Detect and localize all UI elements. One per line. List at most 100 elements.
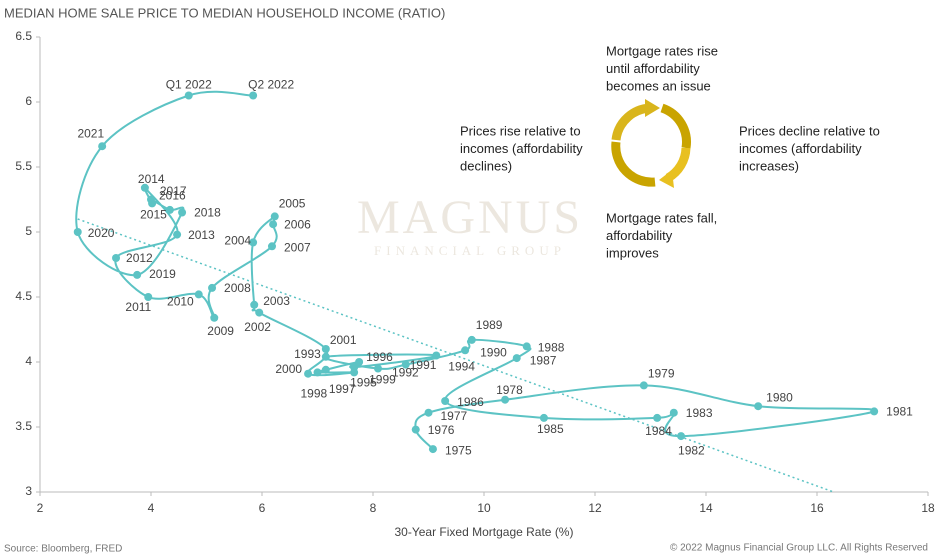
point-label: 2007 <box>284 240 311 254</box>
x-tick-label: 6 <box>259 501 266 515</box>
chart-title: MEDIAN HOME SALE PRICE TO MEDIAN HOUSEHO… <box>4 5 445 20</box>
y-tick-label: 6.5 <box>15 29 32 43</box>
data-point <box>210 313 219 322</box>
point-label: 1989 <box>476 318 503 332</box>
data-point <box>669 408 678 417</box>
data-point <box>432 351 441 360</box>
cycle-icon <box>611 99 691 188</box>
point-label: 1996 <box>366 350 393 364</box>
x-tick-label: 10 <box>477 501 491 515</box>
point-label: 2019 <box>149 267 176 281</box>
data-point <box>249 91 258 100</box>
data-point <box>165 205 174 214</box>
data-point <box>461 346 470 355</box>
source: Source: Bloomberg, FRED <box>4 544 122 555</box>
data-point <box>112 254 121 262</box>
trendline <box>77 218 834 493</box>
data-point <box>321 365 330 374</box>
point-label: 1987 <box>530 353 557 367</box>
point-label: 2014 <box>138 172 165 186</box>
data-point <box>133 270 142 279</box>
y-tick-label: 3.5 <box>15 419 32 433</box>
data-point <box>184 91 193 100</box>
annotation: declines) <box>460 158 512 173</box>
point-label: 1984 <box>645 424 672 438</box>
annotation: incomes (affordability <box>460 141 583 156</box>
cycle-arrow <box>611 141 656 187</box>
data-point <box>267 242 276 251</box>
point-label: 2002 <box>244 320 271 334</box>
point-label: 1991 <box>410 358 437 372</box>
data-point <box>144 293 153 301</box>
point-label: 2018 <box>194 206 221 220</box>
data-point <box>355 358 364 366</box>
point-label: 2021 <box>77 126 104 140</box>
point-label: 2003 <box>263 294 290 308</box>
data-point <box>140 183 149 192</box>
data-point <box>424 408 433 417</box>
y-tick-label: 5 <box>25 224 32 238</box>
point-label: 2013 <box>188 228 215 242</box>
point-label: 1998 <box>301 387 328 401</box>
x-tick-label: 4 <box>148 501 155 515</box>
data-point <box>467 335 476 344</box>
data-point <box>270 212 279 221</box>
point-label: 2011 <box>125 300 151 314</box>
data-point <box>249 238 258 247</box>
point-label: 1975 <box>445 443 472 457</box>
data-point <box>428 445 437 454</box>
annotation: affordability <box>606 228 673 243</box>
annotation: Prices rise relative to <box>460 123 581 138</box>
point-label: 1994 <box>448 360 475 374</box>
annotation: increases) <box>739 158 799 173</box>
data-point <box>653 413 662 422</box>
annotation: improves <box>606 245 659 260</box>
data-point <box>870 407 879 416</box>
y-tick-label: 6 <box>25 94 32 108</box>
point-label: 2009 <box>207 324 234 338</box>
point-label: Q1 2022 <box>166 78 212 92</box>
annotation: Prices decline relative to <box>739 123 880 138</box>
y-tick-label: 4.5 <box>15 289 32 303</box>
data-point <box>98 142 107 151</box>
data-point <box>321 352 330 361</box>
data-point <box>173 230 182 239</box>
data-point <box>522 342 531 351</box>
point-label: 1988 <box>538 341 565 355</box>
annotation: until affordability <box>606 61 700 76</box>
point-label: 1992 <box>392 366 419 380</box>
copyright: © 2022 Magnus Financial Group LLC. All R… <box>670 543 928 554</box>
point-label: 1995 <box>350 375 377 389</box>
point-label: 1976 <box>428 423 455 437</box>
data-point <box>441 397 450 405</box>
point-label: 1985 <box>537 422 564 436</box>
point-label: 1990 <box>480 345 507 359</box>
data-point <box>208 283 217 292</box>
data-point <box>304 369 313 378</box>
data-point <box>401 360 410 369</box>
data-point <box>255 308 264 317</box>
point-label: 1978 <box>496 383 523 397</box>
point-label: 1997 <box>329 382 356 396</box>
watermark: FINANCIAL GROUP <box>374 243 566 258</box>
x-tick-label: 8 <box>370 501 377 515</box>
point-label: 2020 <box>88 226 115 240</box>
data-point <box>501 395 510 404</box>
data-point <box>512 354 521 363</box>
x-tick-label: 18 <box>921 501 935 515</box>
point-label: 2008 <box>224 281 251 295</box>
data-point <box>321 345 330 353</box>
cycle-arrow <box>660 103 691 149</box>
x-axis-label: 30-Year Fixed Mortgage Rate (%) <box>395 525 574 539</box>
data-point <box>373 364 382 373</box>
data-point <box>147 195 155 204</box>
point-label: 1979 <box>648 367 675 381</box>
data-point <box>539 413 548 422</box>
point-label: 1983 <box>686 406 713 420</box>
data-point <box>194 290 203 299</box>
data-point <box>639 381 648 390</box>
x-tick-label: 12 <box>588 501 602 515</box>
data-point <box>269 220 278 229</box>
point-label: 2015 <box>140 208 167 222</box>
